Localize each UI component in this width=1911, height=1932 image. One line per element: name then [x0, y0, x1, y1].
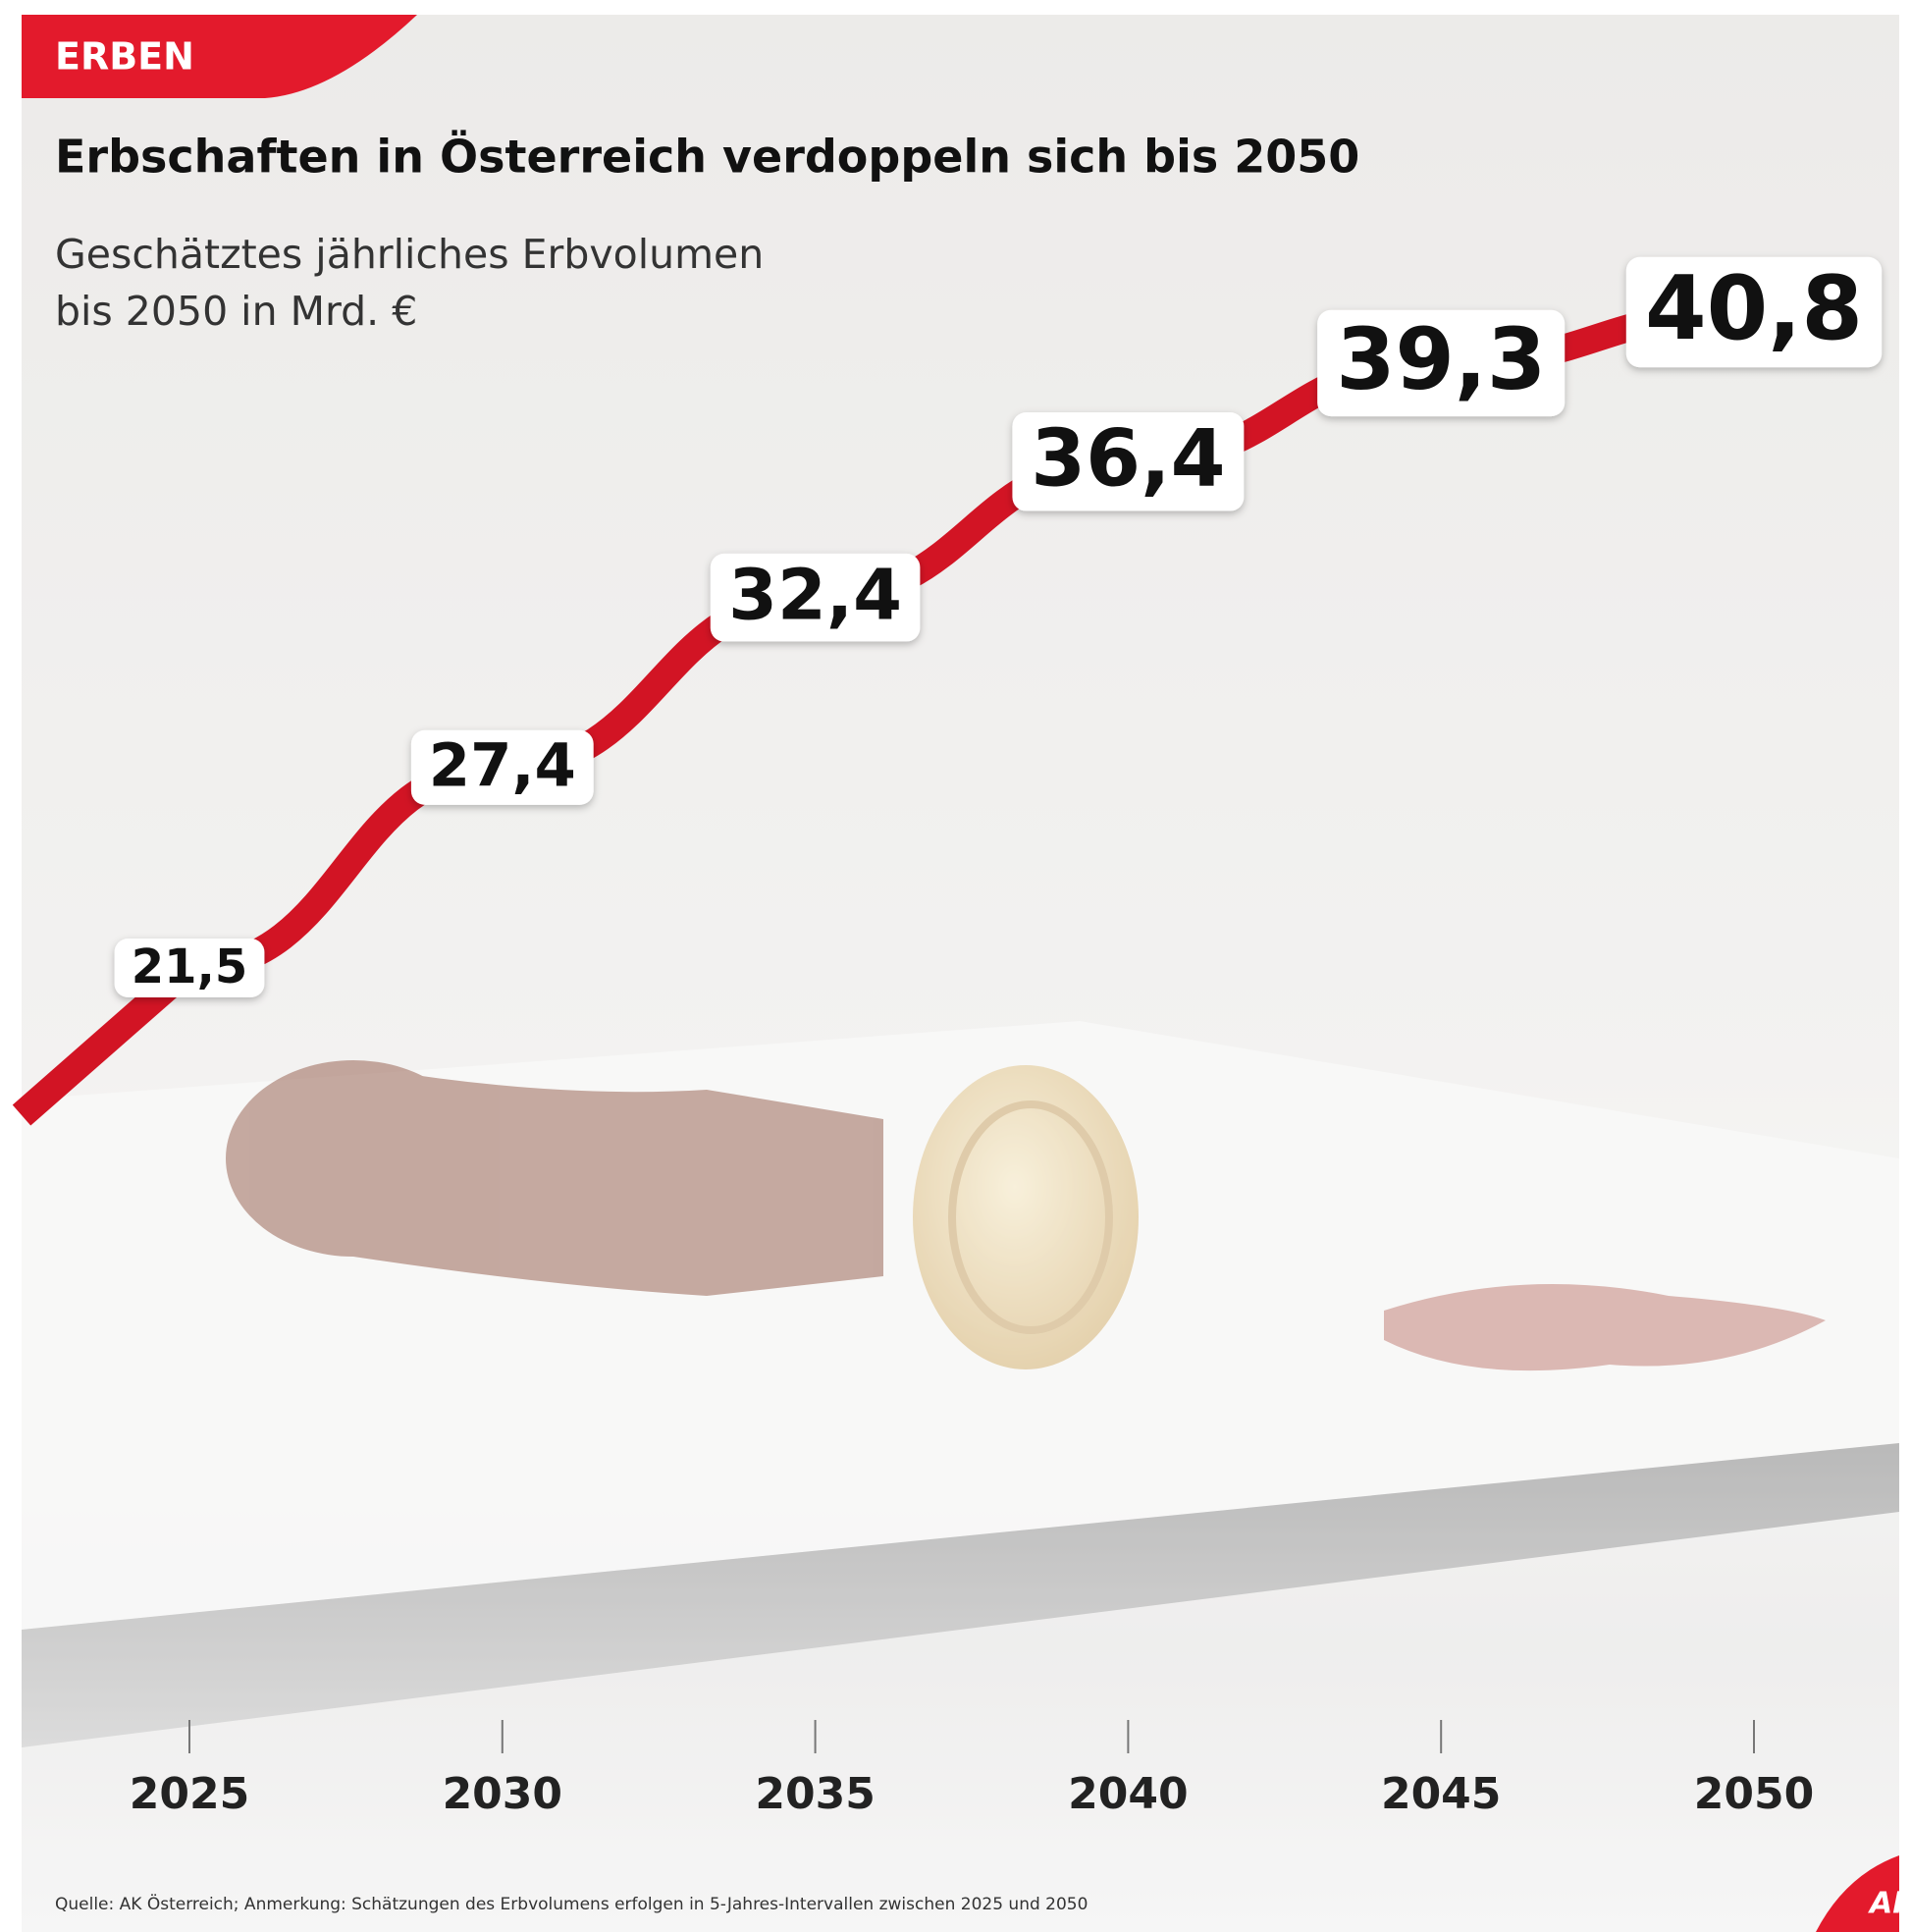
value-label-group: 32,4 [711, 553, 921, 641]
value-label-group: 27,4 [411, 730, 594, 805]
x-tick-label: 2035 [755, 1769, 875, 1819]
x-tick-label: 2050 [1694, 1769, 1814, 1819]
x-tick-label: 2025 [130, 1769, 249, 1819]
value-label: 36,4 [1031, 411, 1225, 504]
value-label: 32,4 [728, 553, 902, 635]
value-label-group: 39,3 [1317, 310, 1565, 416]
subtitle-line: Geschätztes jährliches Erbvolumen [55, 231, 764, 278]
x-tick-label: 2030 [443, 1769, 562, 1819]
value-label-group: 40,8 [1626, 257, 1882, 368]
logo: AK [1868, 1887, 1911, 1921]
value-label: 27,4 [429, 731, 576, 800]
value-label: 39,3 [1336, 310, 1546, 409]
value-label: 40,8 [1645, 257, 1863, 360]
subtitle-line: bis 2050 in Mrd. € [55, 288, 417, 335]
value-label-group: 21,5 [115, 939, 265, 997]
value-label: 21,5 [132, 939, 247, 994]
value-label-group: 36,4 [1012, 411, 1244, 510]
chart: ERBEN Erbschaften in Österreich verdoppe… [0, 0, 1911, 1932]
source-note: Quelle: AK Österreich; Anmerkung: Schätz… [55, 1893, 1088, 1914]
tag: ERBEN [55, 35, 194, 79]
page: {"chart_data": {"type": "line", "tag": "… [0, 0, 1911, 1932]
x-tick-label: 2040 [1068, 1769, 1188, 1819]
x-tick-label: 2045 [1381, 1769, 1501, 1819]
chart-title: Erbschaften in Österreich verdoppeln sic… [55, 131, 1359, 184]
